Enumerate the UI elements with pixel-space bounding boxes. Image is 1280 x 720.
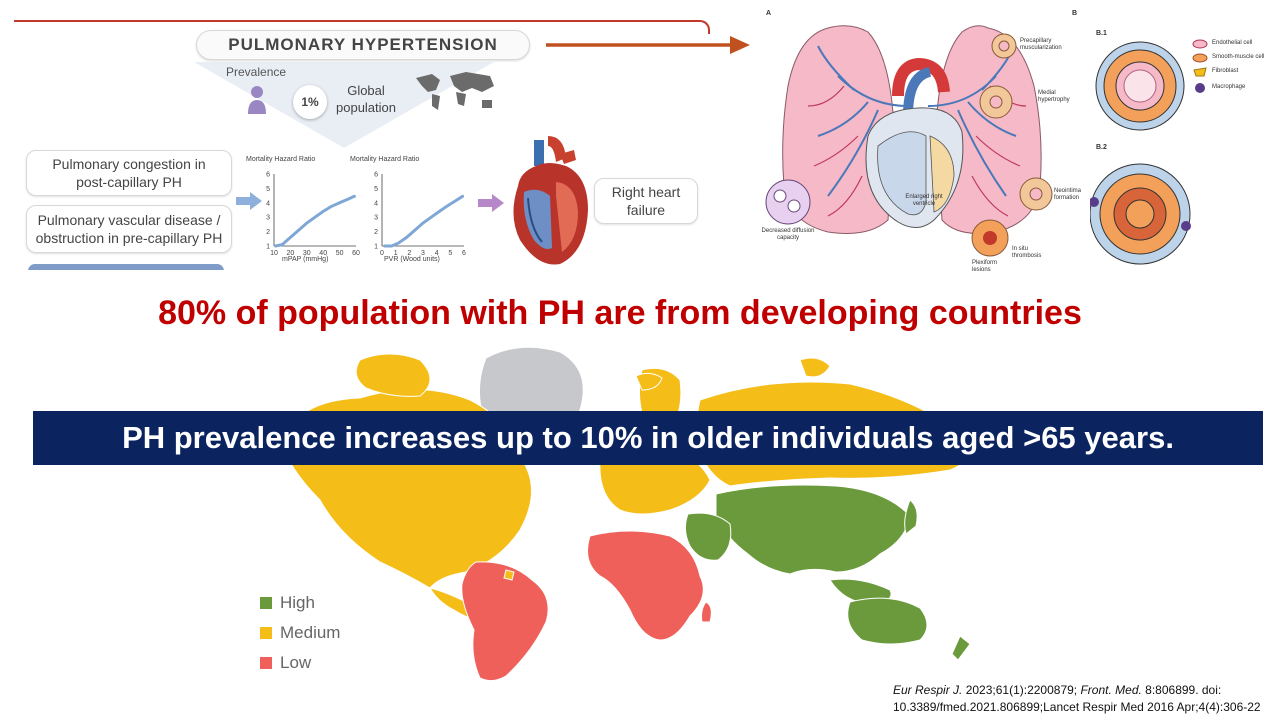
map-australia bbox=[847, 597, 928, 645]
label-decreased-diffusion: Decreased diffusion capacity bbox=[761, 228, 815, 241]
headline: 80% of population with PH are from devel… bbox=[158, 294, 1082, 332]
chart2-y-tick: 2 bbox=[374, 229, 378, 236]
map-iceland bbox=[635, 372, 663, 391]
legend-macrophage: Macrophage bbox=[1212, 84, 1246, 90]
panel-b1-label: B.1 bbox=[1096, 30, 1107, 37]
chart1-y-tick: 2 bbox=[266, 229, 270, 236]
citation-journal-2: Front. Med. bbox=[1080, 683, 1142, 697]
chart2-y-tick: 6 bbox=[374, 172, 378, 179]
chart1-xlabel: mPAP (mmHg) bbox=[282, 256, 329, 263]
chart1-y-tick: 6 bbox=[266, 172, 270, 179]
map-alaska-arctic bbox=[355, 353, 431, 397]
legend-swatch-high bbox=[260, 597, 272, 609]
label-enlarged-rv: Enlarged right ventricle bbox=[905, 194, 943, 207]
label-precapillary: Precapillary muscularization bbox=[1020, 38, 1062, 51]
chart1-x-tick: 30 bbox=[303, 250, 311, 257]
chart2-x-tick: 5 bbox=[448, 250, 452, 257]
infographic-bottom-bar bbox=[28, 264, 224, 270]
chart2-y-tick: 5 bbox=[374, 186, 378, 193]
label-neointima: Neointima formation bbox=[1054, 188, 1082, 201]
world-globe-icon bbox=[416, 72, 494, 110]
chart1-x-tick: 20 bbox=[287, 250, 295, 257]
chart2-y-tick: 4 bbox=[374, 200, 378, 207]
legend-swatch-medium bbox=[260, 627, 272, 639]
chart2-x-tick: 4 bbox=[435, 250, 439, 257]
map-legend: High Medium Low bbox=[260, 588, 340, 678]
map-madagascar bbox=[701, 601, 712, 623]
chart1-y-tick: 5 bbox=[266, 186, 270, 193]
vessel-sections-drawing bbox=[1090, 39, 1208, 265]
purple-arrow-icon bbox=[478, 194, 504, 212]
map-japan bbox=[904, 499, 918, 535]
chart2-y-tick: 3 bbox=[374, 215, 378, 222]
label-medial: Medial hypertrophy bbox=[1038, 90, 1070, 103]
infographic-frame-line bbox=[14, 20, 710, 34]
chart2-title: Mortality Hazard Ratio bbox=[350, 156, 420, 163]
person-icon bbox=[248, 86, 266, 114]
chart2-x-tick: 0 bbox=[380, 250, 384, 257]
citation-journal-1: Eur Respir J. bbox=[893, 683, 963, 697]
chart1-x-tick: 50 bbox=[336, 250, 344, 257]
panel-a-label: A bbox=[766, 10, 772, 17]
vessel-cross-section-panel: B B.1 B.2 Endothelial cell Smooth-muscle… bbox=[1072, 6, 1276, 268]
global-population-label: Global population bbox=[336, 83, 396, 115]
heart-illustration bbox=[513, 136, 588, 265]
map-arctic-island bbox=[799, 357, 831, 378]
chart2-y-tick: 1 bbox=[374, 244, 378, 251]
map-africa bbox=[587, 530, 704, 641]
citation-ref-2: 8:806899. doi: 10.3389/fmed.2021.806899;… bbox=[893, 683, 1261, 714]
chart1-y-tick: 4 bbox=[266, 200, 270, 207]
panel-b-label: B bbox=[1072, 10, 1078, 17]
mpap-chart: 1 2 3 4 5 6 10 20 30 40 50 60 bbox=[266, 172, 360, 258]
label-in-situ: In situ thrombosis bbox=[1012, 246, 1042, 259]
world-prevalence-map bbox=[279, 346, 972, 682]
chart1-title: Mortality Hazard Ratio bbox=[246, 156, 316, 163]
chart2-x-tick: 6 bbox=[462, 250, 466, 257]
chart2-xlabel: PVR (Wood units) bbox=[384, 256, 440, 263]
chart1-x-tick: 60 bbox=[352, 250, 360, 257]
chart2-x-tick: 1 bbox=[394, 250, 398, 257]
chart1-series-line bbox=[274, 194, 356, 248]
prevalence-value: 1% bbox=[293, 85, 327, 119]
chart1-y-tick: 3 bbox=[266, 215, 270, 222]
map-french-guiana bbox=[503, 569, 515, 581]
legend-label-low: Low bbox=[280, 653, 312, 672]
pulmonary-vascular-box: Pulmonary vascular disease / obstruction … bbox=[26, 205, 232, 253]
connector-arrow bbox=[546, 36, 750, 54]
map-middle-east bbox=[684, 512, 732, 561]
prevalence-label: Prevalence bbox=[226, 65, 287, 79]
legend-swatch-low bbox=[260, 657, 272, 669]
prevalence-banner: PH prevalence increases up to 10% in old… bbox=[33, 411, 1263, 465]
legend-label-high: High bbox=[280, 593, 315, 612]
blue-arrow-icon bbox=[236, 192, 262, 210]
funnel-shape bbox=[194, 62, 494, 148]
chart1-y-tick: 1 bbox=[266, 244, 270, 251]
ph-infographic: PULMONARY HYPERTENSION Prevalence 1% Glo… bbox=[14, 20, 714, 270]
chart2-x-tick: 3 bbox=[421, 250, 425, 257]
legend-smooth-muscle: Smooth-muscle cell bbox=[1212, 54, 1265, 60]
label-plexiform: Plexiform lesions bbox=[972, 260, 998, 273]
legend-endothelial: Endothelial cell bbox=[1212, 40, 1253, 46]
map-new-zealand bbox=[951, 635, 971, 661]
legend-fibroblast: Fibroblast bbox=[1212, 68, 1239, 74]
legend-item-medium: Medium bbox=[260, 618, 340, 648]
legend-item-high: High bbox=[260, 588, 340, 618]
citation: Eur Respir J. 2023;61(1):2200879; Front.… bbox=[893, 682, 1278, 716]
chart2-x-tick: 2 bbox=[407, 250, 411, 257]
citation-ref-1: 2023;61(1):2200879; bbox=[962, 683, 1081, 697]
chart2-series-line bbox=[383, 194, 465, 248]
legend-item-low: Low bbox=[260, 648, 340, 678]
panel-b2-label: B.2 bbox=[1096, 144, 1107, 151]
pulmonary-congestion-box: Pulmonary congestion in post-capillary PH bbox=[26, 150, 232, 196]
chart1-x-tick: 10 bbox=[270, 250, 278, 257]
chart1-x-tick: 40 bbox=[319, 250, 327, 257]
legend-label-medium: Medium bbox=[280, 623, 341, 642]
map-asia bbox=[715, 484, 911, 575]
infographic-title: PULMONARY HYPERTENSION bbox=[196, 30, 530, 60]
lungs-heart-drawing bbox=[765, 25, 1053, 257]
lung-illustration-panel: A Precapillary musculari bbox=[758, 6, 1088, 276]
right-heart-failure-box: Right heart failure bbox=[594, 178, 698, 224]
map-south-america bbox=[461, 561, 549, 682]
